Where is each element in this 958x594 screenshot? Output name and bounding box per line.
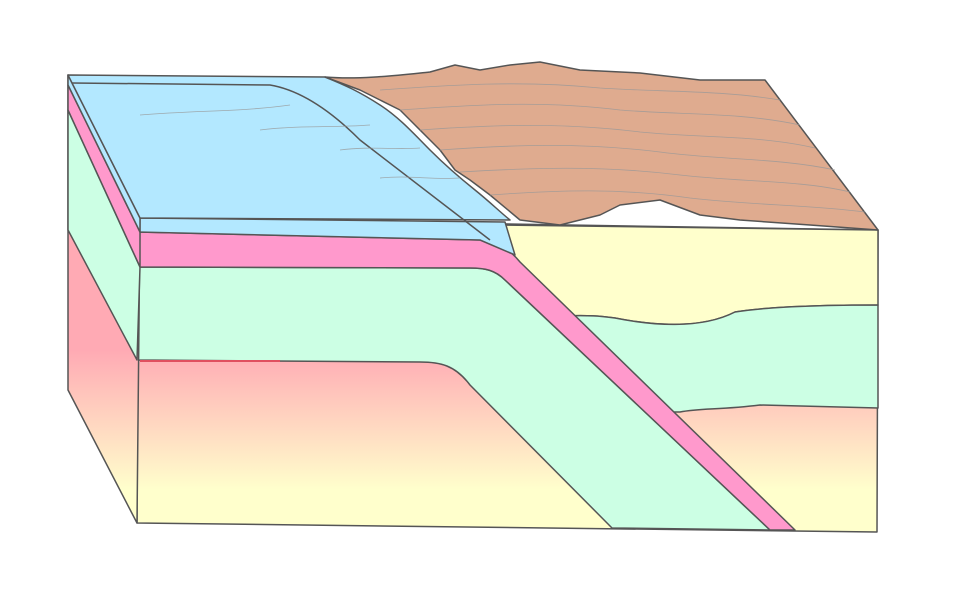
contour	[459, 167, 851, 193]
contour	[339, 147, 421, 151]
contour	[489, 190, 866, 213]
ocean	[67, 74, 511, 221]
contour	[379, 176, 461, 179]
contour	[139, 104, 291, 116]
contour	[259, 124, 371, 131]
contour	[419, 124, 816, 149]
land	[324, 61, 879, 231]
contour	[379, 83, 781, 101]
contour	[399, 103, 801, 126]
contour	[439, 144, 836, 171]
shelf-break	[71, 82, 491, 241]
